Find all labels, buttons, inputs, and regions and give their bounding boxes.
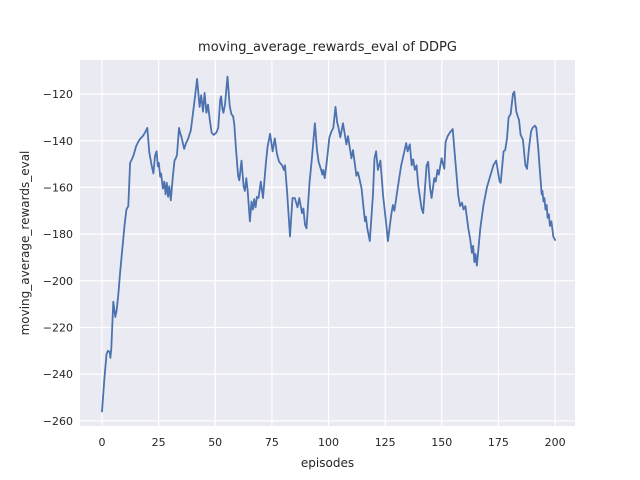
y-tick-label: −220 [43,322,73,335]
x-axis-label: episodes [301,456,354,470]
y-tick-label: −160 [43,181,73,194]
y-tick-label: −200 [43,275,73,288]
x-tick-label: 0 [99,436,106,449]
y-tick-label: −140 [43,135,73,148]
y-tick-label: −240 [43,368,73,381]
y-tick-label: −120 [43,88,73,101]
y-tick-labels: −120 −140 −160 −180 −200 −220 −240 −260 [43,88,73,428]
series-line-moving_average_rewards_eval [101,75,556,413]
x-tick-label: 25 [152,436,166,449]
x-tick-labels: 0 25 50 75 100 125 150 175 200 [99,436,566,449]
x-tick-label: 100 [318,436,339,449]
x-tick-label: 50 [208,436,222,449]
chart-title: moving_average_rewards_eval of DDPG [198,40,457,55]
y-tick-label: −260 [43,415,73,428]
x-tick-label: 125 [375,436,396,449]
x-tick-label: 200 [545,436,566,449]
data-series-group [101,75,556,413]
x-tick-label: 75 [265,436,279,449]
y-tick-label: −180 [43,228,73,241]
plot-area-background [80,60,575,426]
x-tick-label: 175 [488,436,509,449]
y-axis-label: moving_average_rewards_eval [18,151,32,336]
x-tick-label: 150 [431,436,452,449]
